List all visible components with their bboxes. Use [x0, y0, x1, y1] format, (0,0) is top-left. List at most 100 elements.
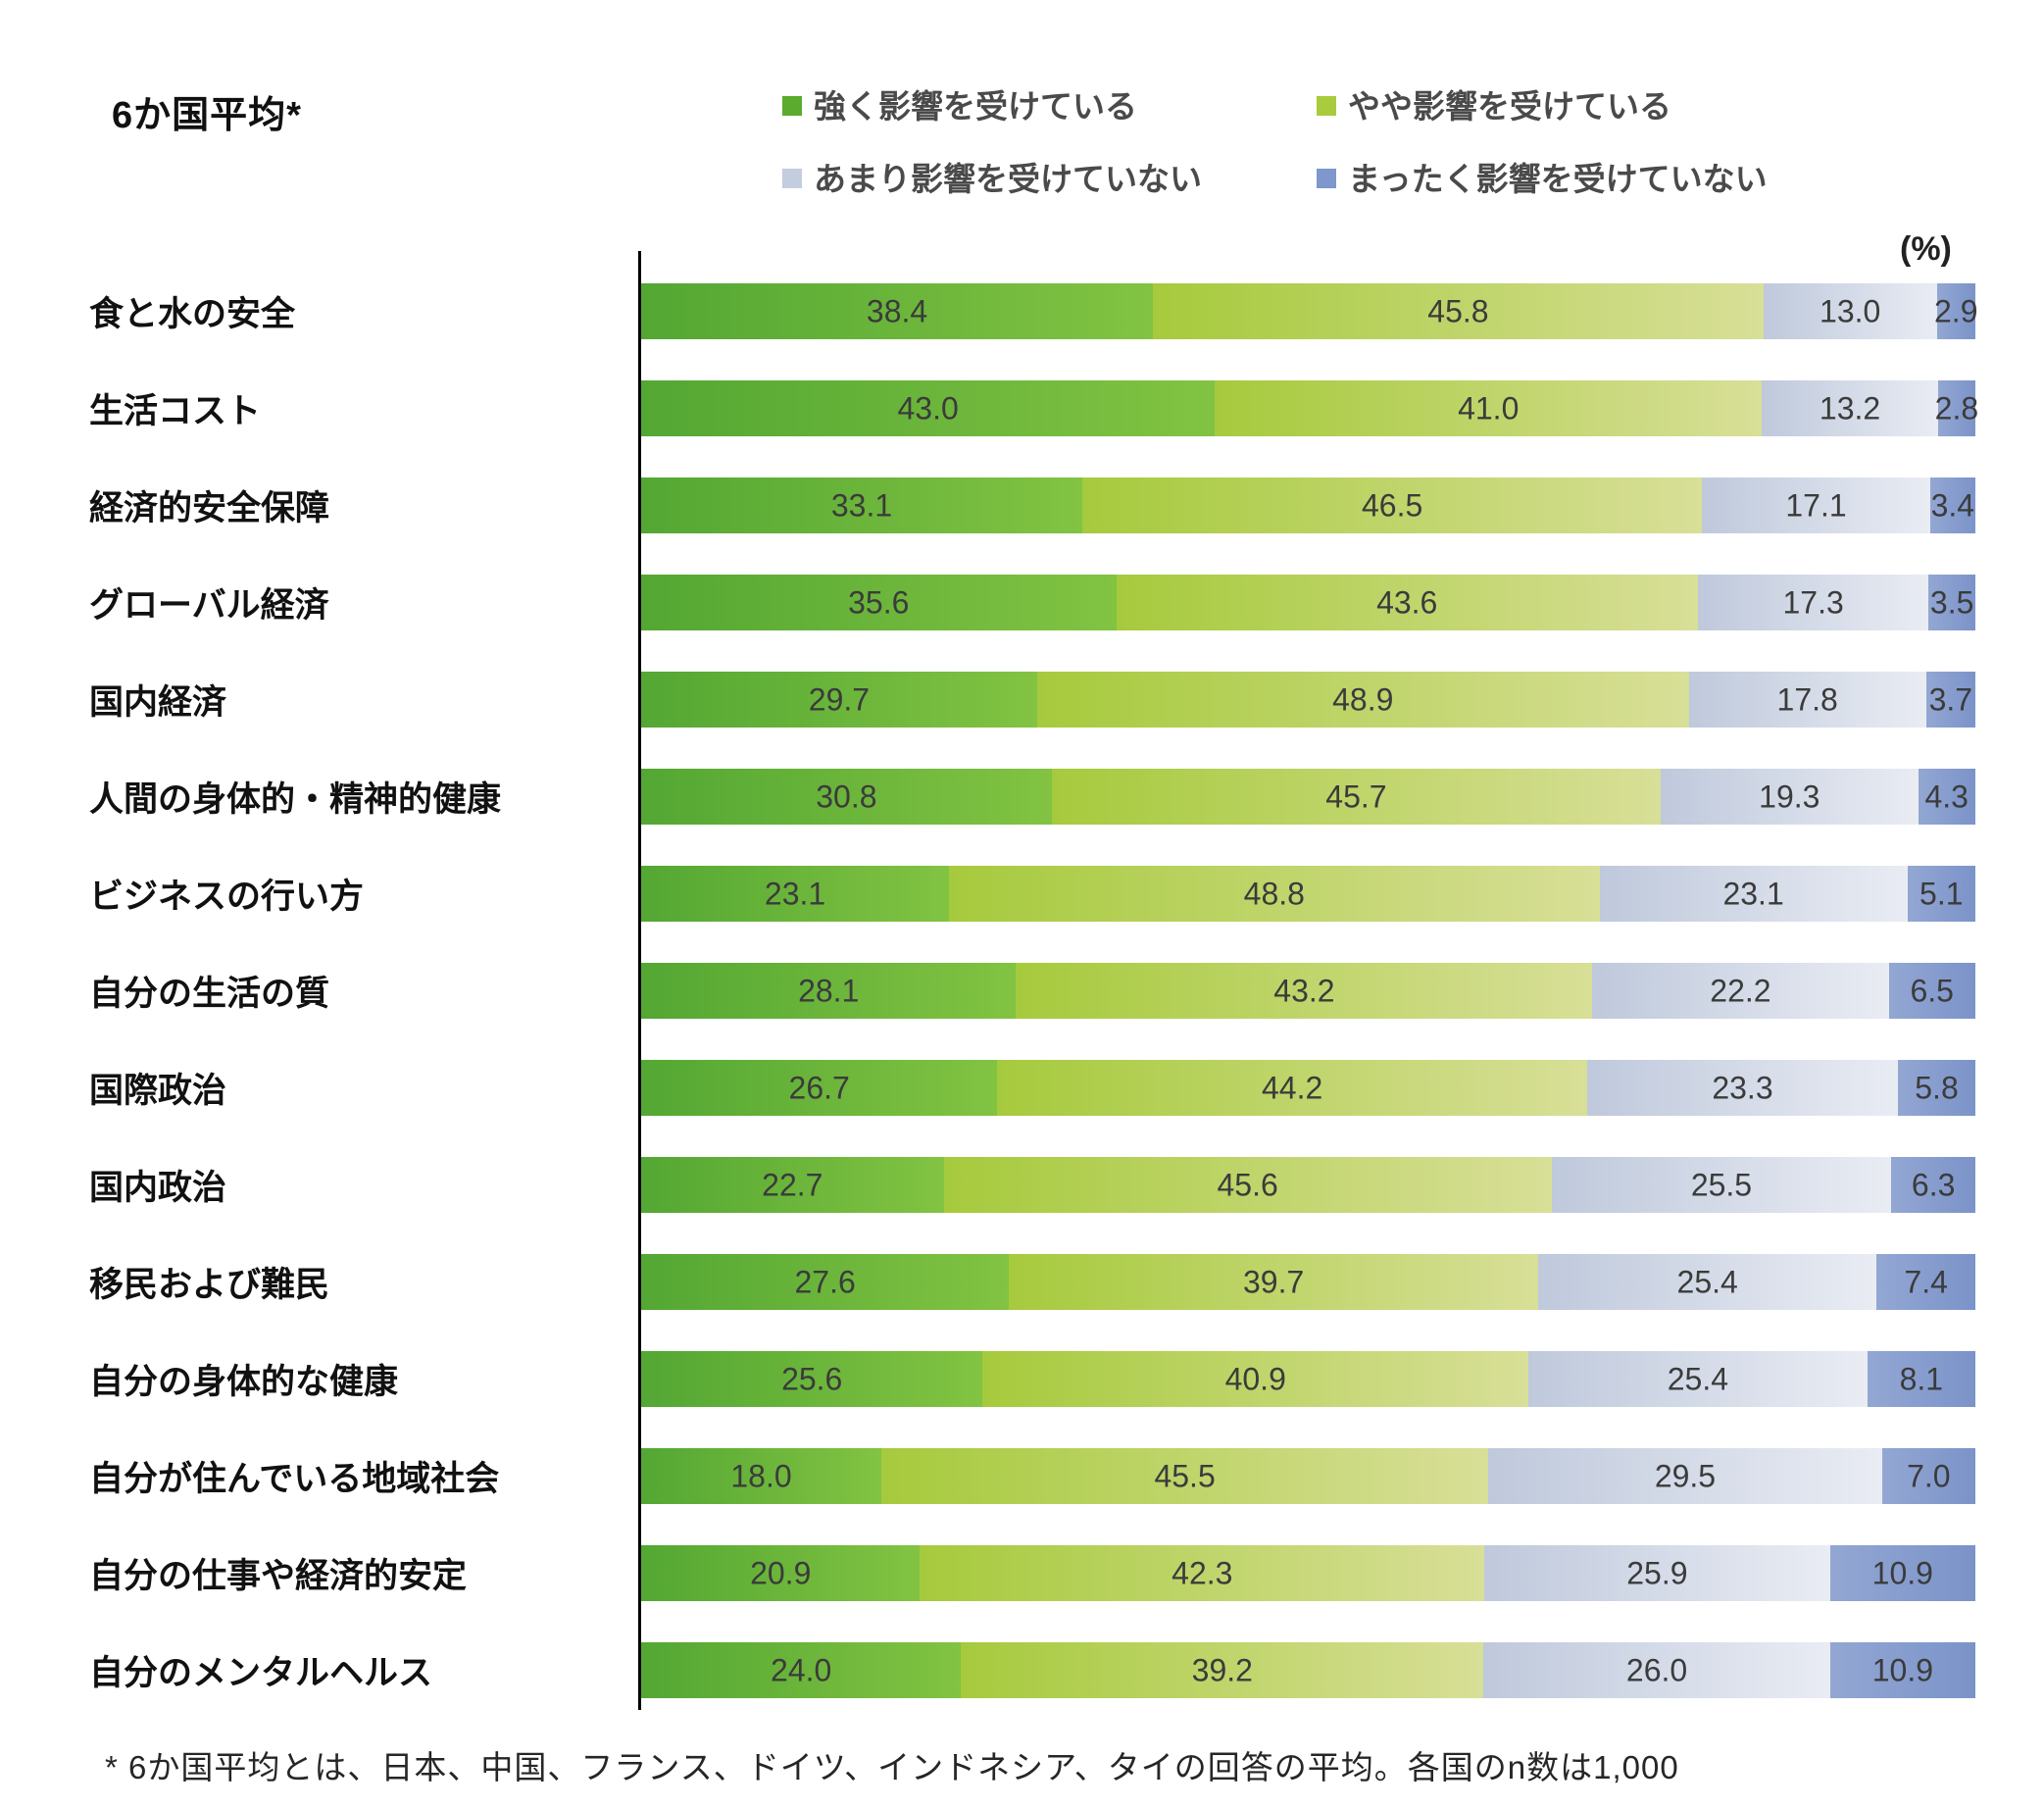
value-label: 5.8: [1915, 1070, 1959, 1105]
category-label: 自分の生活の質: [89, 975, 330, 1013]
bar-segment-1: 20.9: [641, 1545, 921, 1601]
bar-track: 25.6 40.9 25.4 8.1: [641, 1351, 1975, 1407]
bar-segment-1: 24.0: [641, 1642, 962, 1698]
category-label: 自分の仕事や経済的安定: [89, 1557, 468, 1595]
bar-segment-1: 26.7: [641, 1060, 998, 1116]
value-label: 33.1: [830, 487, 893, 523]
value-label: 23.1: [764, 876, 826, 911]
bar-track: 43.0 41.0 13.2 2.8: [641, 380, 1979, 436]
bar-segment-3: 25.4: [1528, 1351, 1868, 1407]
value-label: 30.8: [816, 778, 877, 814]
chart-row: 国際政治 26.7 44.2 23.3 5.8: [89, 1039, 1991, 1136]
bar-segment-2: 45.5: [880, 1448, 1489, 1504]
value-label: 25.5: [1690, 1167, 1753, 1202]
value-label: 40.9: [1224, 1361, 1286, 1396]
value-label: 41.0: [1458, 390, 1520, 426]
bar-segment-3: 17.8: [1688, 672, 1926, 728]
chart-row: 経済的安全保障 33.1 46.5 17.1 3.4: [89, 457, 1991, 554]
bar-segment-4: 3.5: [1928, 575, 1975, 630]
legend-item-strongly-affected: 強く影響を受けている: [782, 80, 1317, 127]
value-label: 48.9: [1332, 681, 1394, 717]
value-label: 29.5: [1654, 1458, 1717, 1493]
chart-row: 国内経済 29.7 48.9 17.8 3.7: [89, 651, 1991, 748]
legend-item-somewhat-affected: やや影響を受けている: [1317, 80, 1768, 127]
legend-label: やや影響を受けている: [1348, 88, 1671, 125]
category-label: グローバル経済: [89, 586, 329, 625]
bar-segment-1: 33.1: [641, 477, 1083, 533]
value-label: 17.1: [1785, 487, 1847, 523]
bar-segment-1: 43.0: [641, 380, 1216, 436]
value-label: 6.5: [1910, 973, 1954, 1008]
bar-segment-2: 48.8: [949, 866, 1600, 922]
legend-swatch-strongly-affected: [782, 95, 802, 116]
value-label: 22.2: [1710, 973, 1771, 1008]
legend-item-not-much-affected: あまり影響を受けていない: [782, 153, 1317, 200]
chart-rows: 食と水の安全 38.4 45.8 13.0 2.9 生活コスト 43.0 41.0 13.2 2.…: [89, 263, 1991, 1719]
value-label: 28.1: [798, 973, 860, 1008]
bar-segment-1: 27.6: [641, 1254, 1010, 1310]
bar-segment-1: 30.8: [641, 769, 1052, 825]
bar-track: 28.1 43.2 22.2 6.5: [641, 963, 1975, 1019]
bar-track: 20.9 42.3 25.9 10.9: [641, 1545, 1975, 1601]
value-label: 45.6: [1217, 1167, 1278, 1202]
value-label: 25.6: [781, 1361, 843, 1396]
value-label: 17.3: [1782, 584, 1844, 620]
bar-segment-2: 41.0: [1215, 380, 1763, 436]
bar-segment-1: 23.1: [641, 866, 950, 922]
value-label: 39.2: [1191, 1652, 1253, 1687]
bar-segment-3: 25.4: [1538, 1254, 1877, 1310]
value-label: 46.5: [1362, 487, 1423, 523]
bar-segment-1: 22.7: [641, 1157, 944, 1213]
bar-segment-1: 29.7: [641, 672, 1037, 728]
bar-track: 22.7 45.6 25.5 6.3: [641, 1157, 1975, 1213]
value-label: 3.7: [1928, 681, 1973, 717]
bar-segment-1: 28.1: [641, 963, 1017, 1019]
bar-segment-3: 29.5: [1488, 1448, 1882, 1504]
value-label: 45.7: [1325, 778, 1387, 814]
chart-row: 国内政治 22.7 45.6 25.5 6.3: [89, 1136, 1991, 1233]
bar-segment-2: 46.5: [1082, 477, 1703, 533]
value-label: 7.0: [1907, 1458, 1951, 1493]
y-axis-line: [638, 251, 641, 1710]
value-label: 42.3: [1172, 1555, 1233, 1590]
chart-row: 生活コスト 43.0 41.0 13.2 2.8: [89, 360, 1991, 457]
value-label: 27.6: [794, 1264, 856, 1299]
chart-row: 自分の仕事や経済的安定 20.9 42.3 25.9 10.9: [89, 1525, 1991, 1622]
bar-segment-3: 13.2: [1762, 380, 1938, 436]
bar-segment-3: 23.3: [1586, 1060, 1899, 1116]
bar-segment-3: 25.5: [1551, 1157, 1892, 1213]
bar-segment-3: 13.0: [1763, 283, 1937, 339]
value-label: 18.0: [730, 1458, 792, 1493]
category-label: ビジネスの行い方: [89, 878, 365, 916]
legend-label: まったく影響を受けていない: [1348, 161, 1768, 197]
value-label: 25.9: [1626, 1555, 1688, 1590]
chart-row: 人間の身体的・精神的健康 30.8 45.7 19.3 4.3: [89, 748, 1991, 845]
bar-segment-2: 45.6: [943, 1157, 1552, 1213]
bar-segment-4: 10.9: [1829, 1642, 1975, 1698]
category-label: 国内政治: [89, 1169, 227, 1207]
value-label: 26.0: [1625, 1652, 1688, 1687]
legend-swatch-not-much-affected: [782, 168, 802, 188]
value-label: 48.8: [1243, 876, 1305, 911]
chart-row: 自分のメンタルヘルス 24.0 39.2 26.0 10.9: [89, 1622, 1991, 1719]
value-label: 17.8: [1776, 681, 1838, 717]
value-label: 38.4: [866, 293, 928, 328]
bar-segment-4: 5.1: [1907, 866, 1975, 922]
legend-label: 強く影響を受けている: [814, 88, 1137, 125]
bar-track: 35.6 43.6 17.3 3.5: [641, 575, 1975, 630]
bar-segment-4: 7.0: [1881, 1448, 1975, 1504]
legend-item-not-at-all-affected: まったく影響を受けていない: [1317, 153, 1768, 200]
value-label: 3.4: [1930, 487, 1975, 523]
bar-segment-2: 48.9: [1036, 672, 1689, 728]
value-label: 45.5: [1154, 1458, 1216, 1493]
category-label: 自分のメンタルヘルス: [89, 1654, 433, 1692]
category-label: 国際政治: [89, 1072, 227, 1110]
value-label: 13.0: [1820, 293, 1881, 328]
chart-row: グローバル経済 35.6 43.6 17.3 3.5: [89, 554, 1991, 651]
value-label: 6.3: [1911, 1167, 1956, 1202]
bar-segment-2: 44.2: [997, 1060, 1587, 1116]
bar-segment-2: 40.9: [982, 1351, 1529, 1407]
value-label: 2.8: [1934, 390, 1979, 426]
legend-swatch-somewhat-affected: [1317, 95, 1336, 116]
